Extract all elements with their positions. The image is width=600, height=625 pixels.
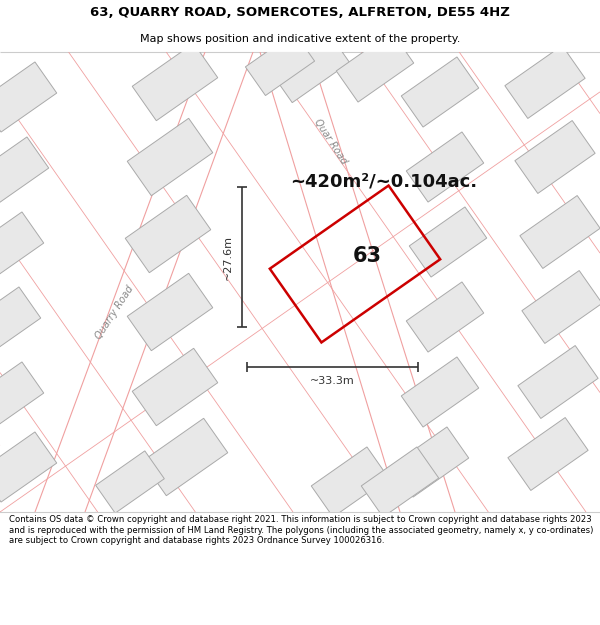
Polygon shape	[132, 348, 218, 426]
Polygon shape	[125, 195, 211, 272]
Polygon shape	[401, 57, 479, 127]
Polygon shape	[401, 357, 479, 427]
Polygon shape	[0, 62, 57, 132]
Polygon shape	[127, 118, 213, 196]
Text: 63: 63	[353, 246, 382, 266]
Polygon shape	[391, 427, 469, 497]
Polygon shape	[508, 418, 588, 491]
Polygon shape	[522, 271, 600, 344]
Text: 63, QUARRY ROAD, SOMERCOTES, ALFRETON, DE55 4HZ: 63, QUARRY ROAD, SOMERCOTES, ALFRETON, D…	[90, 6, 510, 19]
Polygon shape	[0, 432, 57, 502]
Text: Contains OS data © Crown copyright and database right 2021. This information is : Contains OS data © Crown copyright and d…	[9, 516, 593, 545]
Text: Map shows position and indicative extent of the property.: Map shows position and indicative extent…	[140, 34, 460, 44]
Polygon shape	[0, 137, 49, 207]
Text: ~27.6m: ~27.6m	[223, 234, 233, 279]
Polygon shape	[336, 32, 414, 102]
Polygon shape	[245, 32, 314, 96]
Polygon shape	[361, 447, 439, 517]
Polygon shape	[505, 46, 585, 119]
Polygon shape	[0, 362, 44, 432]
Polygon shape	[127, 273, 213, 351]
Polygon shape	[95, 451, 164, 513]
Polygon shape	[406, 132, 484, 202]
Polygon shape	[515, 121, 595, 194]
Polygon shape	[132, 43, 218, 121]
Polygon shape	[518, 346, 598, 419]
Polygon shape	[311, 447, 389, 517]
Text: Quar Road: Quar Road	[311, 118, 349, 166]
Text: ~420m²/~0.104ac.: ~420m²/~0.104ac.	[290, 173, 477, 191]
Polygon shape	[406, 282, 484, 352]
Polygon shape	[142, 418, 228, 496]
Polygon shape	[0, 212, 44, 282]
Polygon shape	[271, 31, 350, 102]
Polygon shape	[0, 287, 41, 357]
Text: Quarry Road: Quarry Road	[94, 283, 136, 341]
Polygon shape	[520, 196, 600, 269]
Polygon shape	[409, 207, 487, 277]
Text: ~33.3m: ~33.3m	[310, 376, 355, 386]
